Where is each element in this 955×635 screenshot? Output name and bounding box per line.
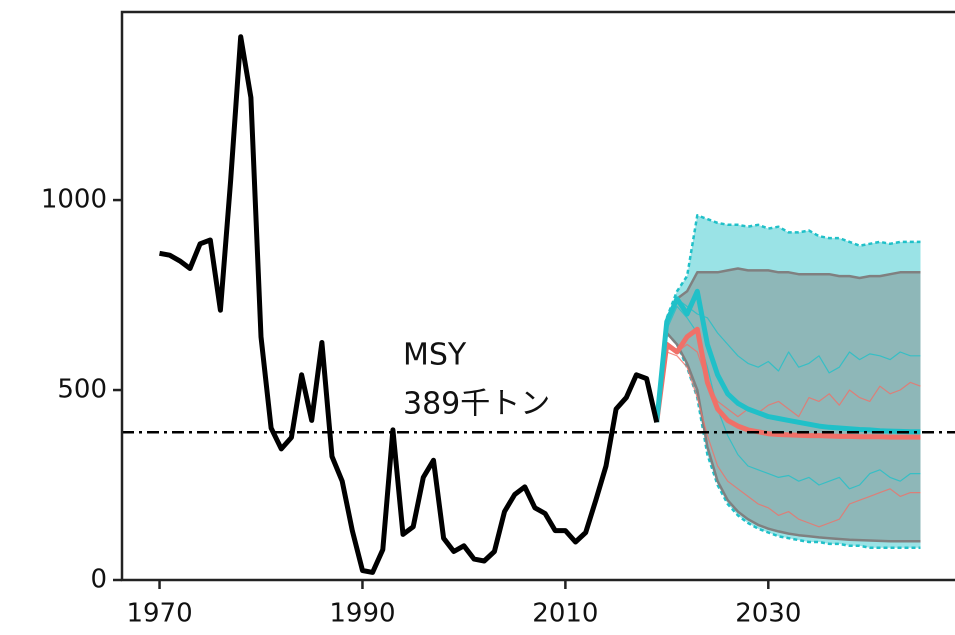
- x-tick-label: 2010: [532, 599, 598, 629]
- y-tick-label: 1000: [41, 185, 107, 215]
- projection-line: [656, 351, 921, 528]
- band-edge: [655, 267, 921, 423]
- x-tick-label: 1990: [329, 599, 395, 629]
- x-tick-label: 2030: [735, 599, 801, 629]
- band-area: [656, 215, 921, 548]
- axis-frame: [120, 10, 955, 582]
- band-area: [656, 268, 921, 542]
- annotation: 389千トン: [403, 387, 550, 422]
- band-edge: [655, 331, 921, 549]
- annotation: MSY: [403, 338, 467, 373]
- y-tick-label: 500: [57, 375, 107, 405]
- history-line: [159, 34, 660, 575]
- plot: 0 500 1000 1970 1990 2010 2030: [41, 10, 955, 629]
- projection-line: [654, 326, 921, 440]
- y-tick-label: 0: [90, 565, 107, 595]
- band-edge: [655, 214, 921, 423]
- projection-line: [654, 288, 921, 435]
- x-tick-label: 1970: [126, 599, 192, 629]
- projection-line: [656, 343, 921, 423]
